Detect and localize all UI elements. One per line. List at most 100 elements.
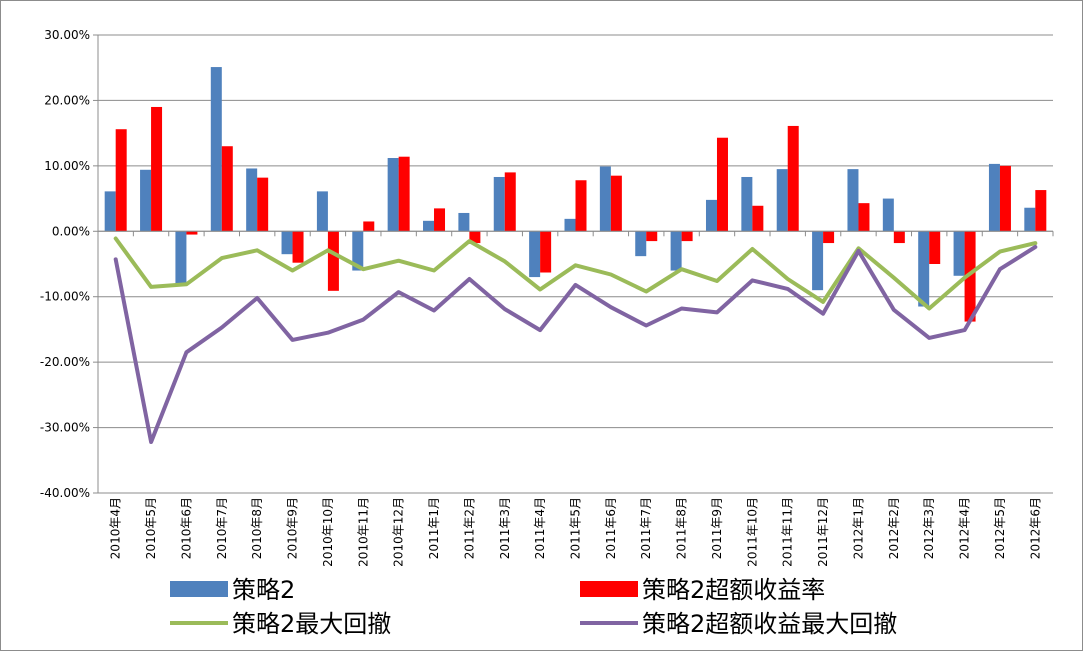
bar <box>281 231 293 255</box>
bar <box>246 168 258 232</box>
bar <box>705 199 717 232</box>
y-tick-label: -30.00% <box>40 421 90 435</box>
bar <box>327 231 339 291</box>
x-tick-label: 2011年8月 <box>675 497 689 559</box>
bar <box>423 220 435 232</box>
x-tick-label: 2011年3月 <box>498 497 512 559</box>
x-tick-labels: 2010年4月 2010年5月 2010年6月 2010年7月 2010年8月 2010年… <box>109 497 1043 567</box>
bar <box>929 231 941 264</box>
x-tick-label: 2012年4月 <box>958 497 972 559</box>
bar <box>221 146 233 232</box>
legend-swatch <box>580 581 638 597</box>
bar <box>999 165 1011 232</box>
bar <box>1024 207 1036 232</box>
bar <box>398 156 410 232</box>
bar <box>893 231 905 244</box>
bar <box>504 172 516 232</box>
bar <box>752 205 764 232</box>
legend-item: 策略2 <box>170 576 295 604</box>
bar <box>847 169 859 232</box>
bar <box>575 180 587 232</box>
bar <box>493 176 505 232</box>
bar <box>988 163 1000 232</box>
bar <box>646 231 658 242</box>
x-tick-label: 2010年12月 <box>392 497 406 567</box>
x-tick-label: 2011年10月 <box>745 497 759 567</box>
x-tick-label: 2011年11月 <box>781 497 795 567</box>
bar <box>858 203 870 232</box>
x-tick-label: 2012年1月 <box>851 497 865 559</box>
bar <box>776 169 788 232</box>
bar <box>363 221 375 232</box>
bar <box>681 231 693 242</box>
x-tick-label: 2011年1月 <box>427 497 441 559</box>
bar <box>918 231 930 307</box>
x-tick-label: 2010年7月 <box>215 497 229 559</box>
bar <box>257 177 269 232</box>
x-tick-label: 2010年4月 <box>109 497 123 559</box>
x-tick-label: 2011年7月 <box>639 497 653 559</box>
x-tick-label: 2010年9月 <box>286 497 300 559</box>
bar <box>210 67 222 232</box>
x-tick-label: 2010年6月 <box>179 497 193 559</box>
legend-swatch <box>170 581 228 597</box>
bar <box>564 218 576 232</box>
x-tick-label: 2010年10月 <box>321 497 335 567</box>
legend-label: 策略2超额收益率 <box>642 576 825 604</box>
line-series <box>113 236 1038 444</box>
bar <box>469 231 481 244</box>
bar <box>292 231 304 263</box>
bar <box>1035 190 1047 232</box>
x-tick-label: 2011年6月 <box>604 497 618 559</box>
x-tick-label: 2011年12月 <box>816 497 830 567</box>
legend-item: 策略2超额收益最大回撤 <box>580 610 897 638</box>
bar <box>716 137 728 232</box>
y-tick-label: 30.00% <box>44 28 90 42</box>
bar <box>458 212 470 232</box>
legend-item: 策略2超额收益率 <box>580 576 825 604</box>
series-line <box>113 236 1038 311</box>
bar <box>186 231 198 235</box>
bar-series <box>104 67 1047 322</box>
bar <box>610 175 622 232</box>
bar <box>175 231 187 284</box>
x-tick-label: 2012年6月 <box>1028 497 1042 559</box>
bar <box>151 106 163 232</box>
x-tick-label: 2011年9月 <box>710 497 724 559</box>
x-tick-label: 2010年11月 <box>356 497 370 567</box>
bar <box>670 231 682 271</box>
bar <box>316 191 328 232</box>
x-tick-label: 2012年5月 <box>993 497 1007 559</box>
legend-item: 策略2最大回撤 <box>170 610 391 638</box>
bar <box>599 166 611 232</box>
y-tick-label: 10.00% <box>44 159 90 173</box>
axes <box>93 34 1054 494</box>
bar <box>964 231 976 322</box>
y-tick-label: 20.00% <box>44 93 90 107</box>
bar <box>352 231 364 271</box>
y-tick-label: 0.00% <box>52 224 90 238</box>
bar <box>823 231 835 244</box>
x-tick-label: 2010年8月 <box>250 497 264 559</box>
legend-label: 策略2最大回撤 <box>232 610 391 638</box>
y-tick-label: -10.00% <box>40 290 90 304</box>
bar <box>741 176 753 232</box>
x-tick-label: 2011年4月 <box>533 497 547 559</box>
x-tick-label: 2011年5月 <box>569 497 583 559</box>
y-tick-label: -40.00% <box>40 486 90 500</box>
series-line <box>113 245 1038 444</box>
bar <box>812 231 824 291</box>
x-tick-label: 2010年5月 <box>144 497 158 559</box>
bar <box>434 208 446 232</box>
legend-label: 策略2超额收益最大回撤 <box>642 610 897 638</box>
bar <box>953 231 965 276</box>
bar <box>540 231 552 273</box>
bar <box>104 191 116 232</box>
legend-label: 策略2 <box>232 576 295 604</box>
bar <box>787 125 799 232</box>
y-tick-label: -20.00% <box>40 355 90 369</box>
x-tick-label: 2011年2月 <box>462 497 476 559</box>
bar <box>635 231 647 257</box>
y-tick-labels: 30.00% 20.00% 10.00% 0.00% -10.00% -20.00% -30… <box>40 28 90 500</box>
